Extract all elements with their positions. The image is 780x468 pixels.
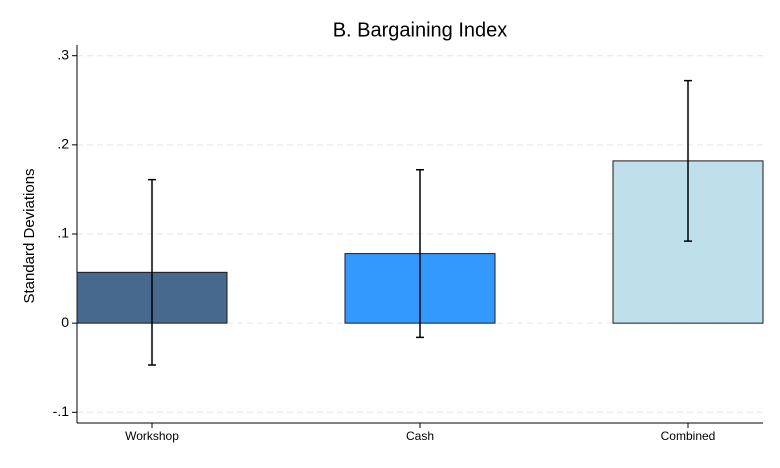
x-tick-label: Cash <box>406 429 434 443</box>
y-tick-label: .3 <box>57 46 69 62</box>
y-tick-label: -.1 <box>53 403 70 419</box>
error-bar <box>416 169 424 339</box>
error-bar <box>148 178 156 366</box>
error-bar <box>684 79 692 242</box>
x-tick-label: Combined <box>661 429 716 443</box>
y-tick-label: .1 <box>57 225 69 241</box>
y-tick-label: .2 <box>57 136 69 152</box>
y-tick-label: 0 <box>61 314 69 330</box>
y-axis-label: Standard Deviations <box>21 168 38 303</box>
chart-title: B. Bargaining Index <box>333 19 508 41</box>
x-tick-label: Workshop <box>125 429 179 443</box>
